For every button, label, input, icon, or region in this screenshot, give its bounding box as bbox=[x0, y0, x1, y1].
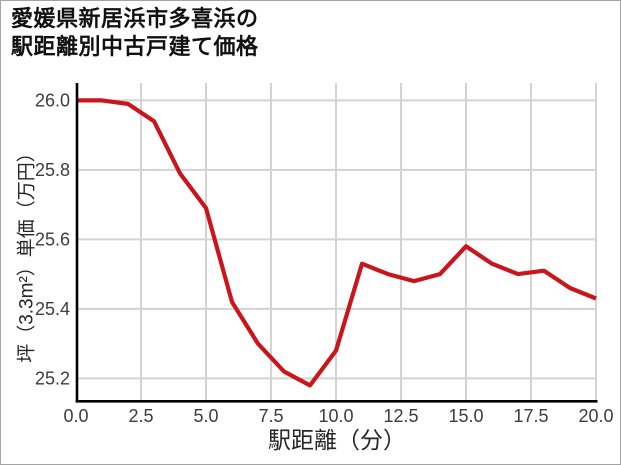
x-tick-label: 7.5 bbox=[258, 406, 283, 426]
y-tick-label: 26.0 bbox=[35, 90, 70, 110]
y-tick-label: 25.4 bbox=[35, 299, 70, 319]
x-tick-label: 2.5 bbox=[128, 406, 153, 426]
chart-title-line-2: 駅距離別中古戸建て価格 bbox=[11, 34, 259, 59]
chart-title: 愛媛県新居浜市多喜浜の 駅距離別中古戸建て価格 bbox=[11, 5, 259, 61]
x-tick-label: 20.0 bbox=[578, 406, 613, 426]
y-tick-label: 25.2 bbox=[35, 368, 70, 388]
price-line-series bbox=[76, 98, 597, 388]
x-tick-label: 15.0 bbox=[448, 406, 483, 426]
y-axis-label: 坪（3.3m²）単価（万円） bbox=[16, 143, 38, 363]
x-tick-label: 12.5 bbox=[383, 406, 418, 426]
x-tick-label: 0.0 bbox=[63, 406, 88, 426]
chart-title-line-1: 愛媛県新居浜市多喜浜の bbox=[11, 6, 259, 31]
y-tick-label: 25.8 bbox=[35, 160, 70, 180]
x-axis-label: 駅距離（分） bbox=[268, 427, 406, 453]
x-tick-label: 5.0 bbox=[193, 406, 218, 426]
y-tick-label: 25.6 bbox=[35, 229, 70, 249]
x-tick-label: 17.5 bbox=[513, 406, 548, 426]
x-tick-label: 10.0 bbox=[318, 406, 353, 426]
